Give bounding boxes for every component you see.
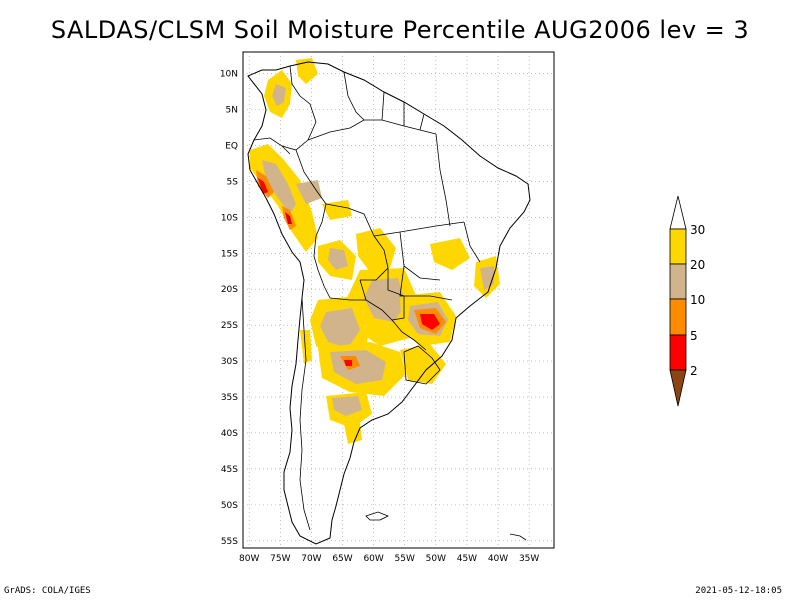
lon-tick-label-70w: 70W	[301, 554, 321, 564]
lon-tick-label-55w: 55W	[395, 554, 415, 564]
colorbar-bin-10-20	[669, 263, 687, 300]
border-argentina-brazil	[391, 319, 427, 351]
lon-tick-label-45w: 45W	[457, 554, 477, 564]
map-title: SALDAS/CLSM Soil Moisture Percentile AUG…	[50, 16, 750, 44]
lon-tick-label-75w: 75W	[270, 554, 290, 564]
border-guyanas	[381, 91, 425, 131]
longitude-axis-labels: 80W 75W 70W 65W 60W 55W 50W 45W 40W 35W	[239, 554, 539, 564]
shade-peru-red-2	[285, 212, 292, 224]
lon-tick-label-40w: 40W	[488, 554, 508, 564]
shade-pampas-red	[344, 360, 352, 366]
colorbar-bottom-arrow	[669, 369, 687, 407]
colorbar-top-arrow	[669, 195, 687, 230]
shade-brazil-central	[356, 228, 396, 272]
lon-tick-label-50w: 50W	[426, 554, 446, 564]
border-brazil-north	[307, 119, 437, 141]
lat-tick-label-15s: 15S	[221, 249, 238, 259]
colorbar-label-20: 20	[690, 258, 705, 272]
lat-tick-label-20s: 20S	[221, 285, 238, 295]
lon-tick-label-80w: 80W	[239, 554, 259, 564]
country-borders	[253, 65, 481, 531]
shade-bolivia-tan	[328, 248, 348, 270]
shade-brazil-east	[430, 238, 470, 270]
border-peru-brazil	[295, 149, 327, 237]
south-georgia	[509, 533, 527, 541]
colorbar-bin-20-30	[669, 228, 687, 265]
shade-colombia-tan	[272, 84, 286, 106]
shade-argentina-north-tan	[320, 308, 360, 348]
shade-paraguay-tan	[364, 278, 406, 322]
grads-credit: GrADS: COLA/IGES	[4, 586, 91, 596]
shade-parana-red	[420, 314, 440, 330]
falkland-islands	[365, 511, 389, 521]
latitude-axis-labels: 10N 5N EQ 5S 10S 15S 20S 25S 30S 35S 40S 45S 50S 55S	[220, 70, 238, 547]
shade-chile	[300, 330, 312, 364]
colorbar-label-2: 2	[690, 364, 698, 378]
lon-tick-label-60w: 60W	[363, 554, 383, 564]
border-bolivia-brazil	[325, 203, 389, 281]
lat-tick-label-eq: EQ	[225, 141, 238, 151]
border-ecuador	[253, 137, 291, 155]
colorbar-bin-2-5	[669, 334, 687, 371]
border-paraguay	[359, 268, 405, 321]
map-content	[247, 58, 531, 545]
border-peru-bolivia	[313, 235, 319, 271]
lat-tick-label-45s: 45S	[221, 465, 238, 475]
colorbar-label-30: 30	[690, 223, 705, 237]
border-chile-argentina	[299, 297, 311, 531]
lat-tick-label-35s: 35S	[221, 393, 238, 403]
lon-tick-label-65w: 65W	[332, 554, 352, 564]
shade-venezuela	[296, 58, 318, 84]
lat-tick-label-5n: 5N	[226, 106, 238, 116]
border-venezuela-guyana	[343, 71, 365, 121]
south-america-coastline	[247, 61, 531, 545]
colorbar: 30 20 10 5 2	[669, 195, 705, 407]
colorbar-label-5: 5	[690, 329, 698, 343]
colorbar-label-10: 10	[690, 293, 705, 307]
lat-tick-label-5s: 5S	[227, 177, 239, 187]
colorbar-bin-5-10	[669, 298, 687, 336]
percentile-shading	[250, 58, 500, 444]
shade-peru-orange	[256, 170, 274, 198]
border-bolivia-chile	[317, 269, 331, 299]
shade-peru-red	[258, 178, 268, 194]
lat-tick-label-55s: 55S	[221, 537, 238, 547]
shade-patagonia	[344, 422, 362, 444]
border-argentina-paraguay	[329, 297, 366, 301]
lat-tick-label-50s: 50S	[221, 501, 238, 511]
shade-peru-tan	[262, 160, 296, 214]
lat-tick-label-40s: 40S	[221, 429, 238, 439]
shade-amazon-west	[296, 180, 322, 204]
shade-buenos-aires-tan	[332, 396, 362, 416]
lon-tick-label-35w: 35W	[519, 554, 539, 564]
border-colombia-venezuela	[289, 65, 317, 141]
lat-tick-label-10n: 10N	[220, 70, 238, 80]
lat-tick-label-25s: 25S	[221, 321, 238, 331]
border-brazil-states	[373, 133, 481, 301]
render-timestamp: 2021-05-12-18:05	[695, 586, 782, 596]
border-uruguay	[403, 345, 441, 385]
lat-tick-label-10s: 10S	[221, 213, 238, 223]
lat-tick-label-30s: 30S	[221, 357, 238, 367]
shade-uruguay	[400, 344, 446, 384]
